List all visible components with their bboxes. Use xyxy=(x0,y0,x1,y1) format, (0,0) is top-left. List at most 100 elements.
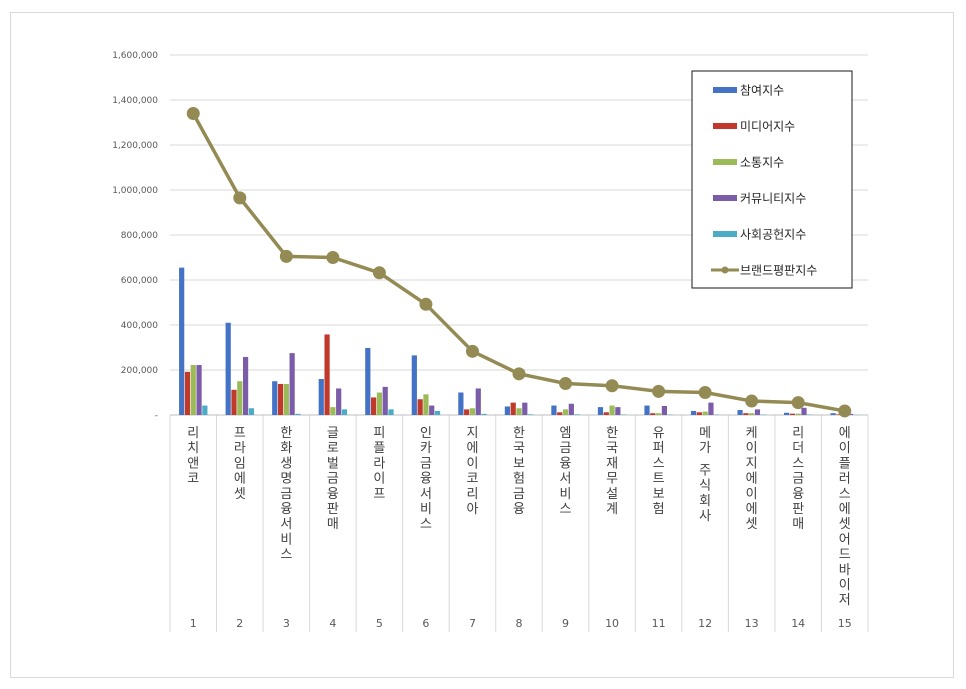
bar-2-8 xyxy=(510,402,516,415)
bar-3-10 xyxy=(609,405,615,415)
rank-label: 4 xyxy=(329,617,336,630)
bar-1-11 xyxy=(644,405,650,415)
bar-2-10 xyxy=(603,412,609,415)
bar-2-14 xyxy=(789,413,795,415)
bar-4-7 xyxy=(475,388,481,415)
legend-box xyxy=(691,70,853,289)
bar-5-7 xyxy=(481,413,487,415)
brand-index-point-9 xyxy=(559,377,573,390)
bar-2-13 xyxy=(743,413,749,415)
y-tick-label: 800,000 xyxy=(121,231,158,241)
legend-label: 브랜드평판지수 xyxy=(740,264,817,278)
bar-1-12 xyxy=(690,410,697,415)
legend-label: 사회공헌지수 xyxy=(740,228,806,242)
bar-5-9 xyxy=(574,414,580,415)
brand-index-point-10 xyxy=(605,379,619,393)
legend-swatch xyxy=(713,159,737,165)
bar-4-10 xyxy=(615,407,621,415)
brand-index-point-12 xyxy=(698,386,712,399)
bar-3-8 xyxy=(516,408,522,415)
brand-index-point-7 xyxy=(465,344,479,358)
bar-5-8 xyxy=(528,414,534,415)
rank-label: 1 xyxy=(190,617,197,630)
bar-2-3 xyxy=(277,383,284,415)
brand-index-point-1 xyxy=(186,107,200,120)
legend-swatch xyxy=(713,231,737,237)
legend-label: 참여지수 xyxy=(740,84,784,98)
bar-2-5 xyxy=(371,397,377,415)
bar-5-1 xyxy=(202,405,208,415)
bar-4-6 xyxy=(429,405,435,415)
bar-2-11 xyxy=(650,413,656,415)
bar-1-8 xyxy=(504,406,510,415)
y-tick-label: 200,000 xyxy=(121,366,158,376)
bar-1-10 xyxy=(597,407,604,415)
bar-4-14 xyxy=(801,407,807,415)
y-tick-label: 1,400,000 xyxy=(112,96,158,106)
rank-label: 12 xyxy=(698,617,712,630)
brand-index-point-15 xyxy=(838,404,852,418)
bar-2-9 xyxy=(557,412,563,415)
bar-1-4 xyxy=(318,379,324,415)
rank-label: 8 xyxy=(516,617,523,630)
legend-label: 소통지수 xyxy=(740,156,784,170)
bar-2-6 xyxy=(417,399,423,415)
bar-4-1 xyxy=(196,365,202,415)
brand-index-point-2 xyxy=(233,191,247,205)
bar-5-2 xyxy=(248,408,254,415)
legend-label: 커뮤니티지수 xyxy=(740,192,806,206)
bar-1-3 xyxy=(272,381,278,415)
bar-1-1 xyxy=(179,267,185,415)
bar-1-5 xyxy=(365,347,371,415)
y-tick-label: 1,000,000 xyxy=(112,186,158,196)
bar-4-12 xyxy=(708,402,714,415)
bar-5-4 xyxy=(341,409,348,415)
bar-3-2 xyxy=(237,381,243,415)
bar-4-15 xyxy=(847,413,854,415)
bar-4-13 xyxy=(754,409,761,415)
bar-3-7 xyxy=(469,408,476,415)
bar-2-15 xyxy=(836,414,842,415)
y-tick-label: 600,000 xyxy=(121,276,158,286)
brand-index-point-4 xyxy=(326,251,340,264)
bar-2-2 xyxy=(231,389,237,415)
rank-label: 9 xyxy=(562,617,569,630)
legend-swatch xyxy=(713,123,737,129)
brand-index-point-13 xyxy=(745,394,759,408)
bar-1-2 xyxy=(225,322,231,415)
bar-4-9 xyxy=(568,403,574,415)
bar-3-13 xyxy=(749,413,755,415)
y-tick-label: 1,200,000 xyxy=(112,141,158,151)
bar-2-12 xyxy=(696,412,702,415)
brand-index-point-14 xyxy=(791,396,805,410)
bar-4-3 xyxy=(289,353,295,415)
legend-label: 미디어지수 xyxy=(740,120,795,134)
bar-2-4 xyxy=(324,334,330,415)
bar-1-7 xyxy=(458,392,464,415)
bar-3-11 xyxy=(656,413,662,415)
rank-label: 15 xyxy=(838,617,852,630)
rank-label: 2 xyxy=(236,617,243,630)
rank-label: 3 xyxy=(283,617,290,630)
bar-5-3 xyxy=(295,413,301,415)
bar-4-4 xyxy=(336,388,342,415)
bar-3-5 xyxy=(376,392,382,415)
bar-3-4 xyxy=(330,407,336,415)
bar-1-13 xyxy=(737,410,743,415)
rank-label: 5 xyxy=(376,617,383,630)
bar-1-6 xyxy=(411,355,417,415)
bar-2-7 xyxy=(464,409,470,415)
